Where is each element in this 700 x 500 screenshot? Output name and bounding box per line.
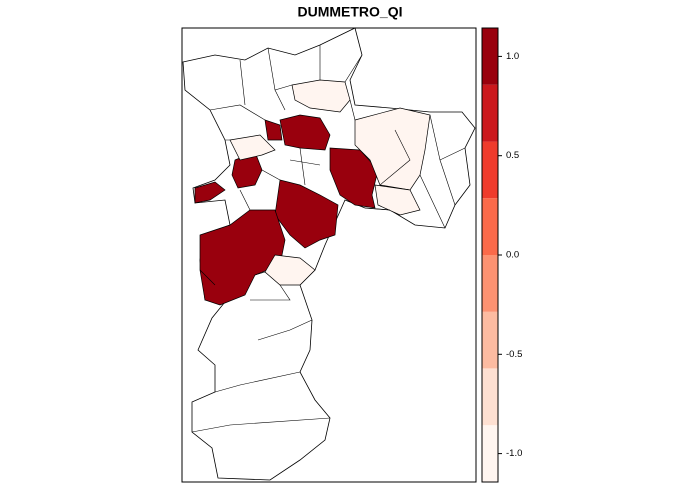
colorbar-bin [482,368,498,426]
district [329,147,379,209]
district [194,181,226,204]
district [264,119,283,141]
colorbar-bin [482,255,498,312]
colorbar-bin [482,84,498,142]
colorbar-tick-label: -0.5 [506,349,522,360]
colorbar-tick-label: -1.0 [506,448,522,459]
colorbar-bin [482,311,498,369]
district [274,179,339,249]
district [374,184,421,216]
colorbar-frame [481,27,499,483]
colorbar: -1.0 -0.5 0.0 0.5 1.0 [482,28,522,482]
colorbar-bin [482,425,498,482]
regions [194,79,431,306]
colorbar-bin [482,141,498,199]
district [229,134,276,161]
colorbar-tick-label: 0.0 [506,250,519,261]
district-borders [191,45,466,433]
colorbar-tick-label: 1.0 [506,51,519,62]
colorbar-tick-label: 0.5 [506,150,519,161]
district [279,114,331,151]
colorbar-bin [482,198,498,255]
district [291,79,351,113]
colorbar-bin [482,28,498,85]
district [354,107,431,191]
map-title: DUMMETRO_QI [298,4,403,20]
map-frame [181,27,477,483]
